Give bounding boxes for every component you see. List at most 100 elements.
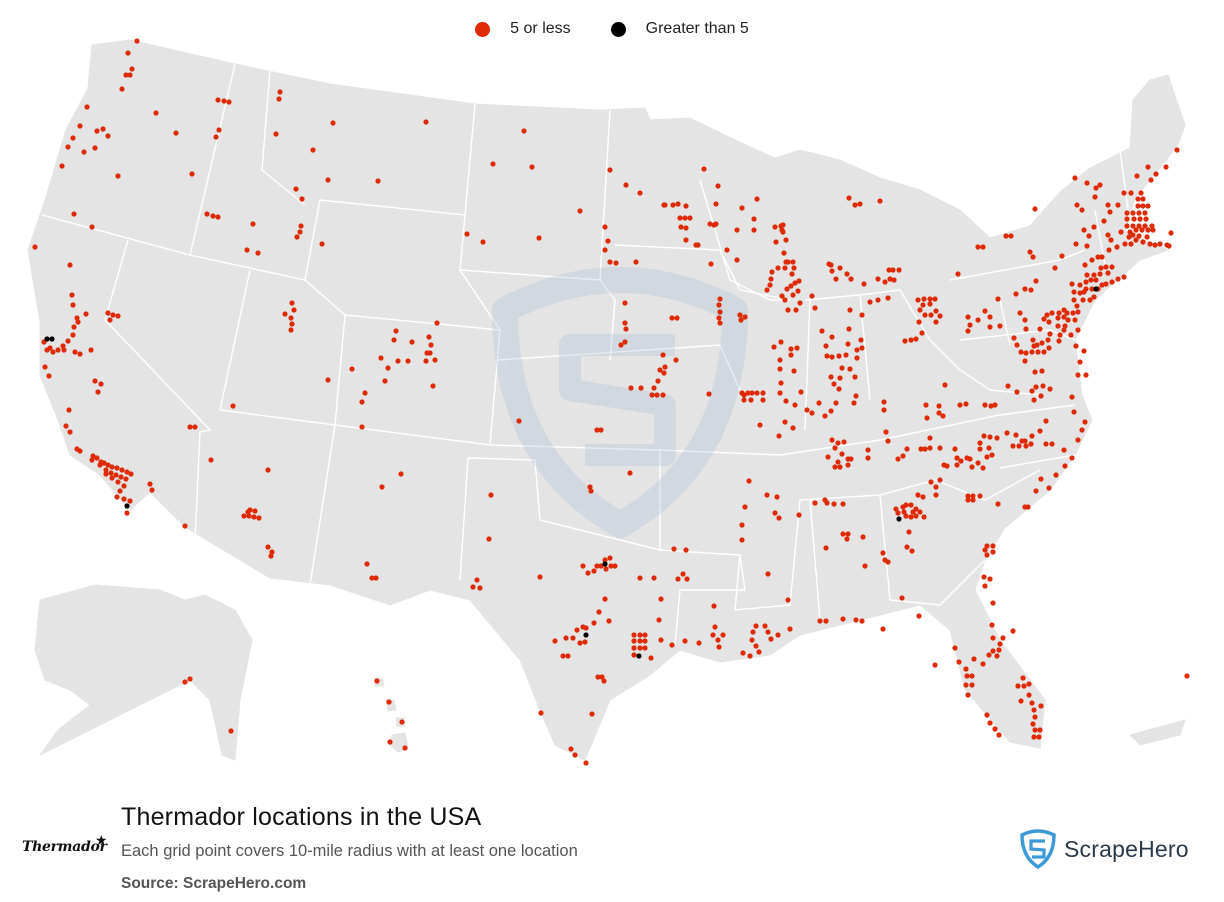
location-dot-small: [937, 477, 943, 483]
location-dot-small: [741, 397, 747, 403]
location-dot-small: [637, 645, 643, 651]
location-dot-small: [975, 460, 981, 466]
location-dot-small: [994, 435, 1000, 441]
location-dot-small: [828, 374, 834, 380]
location-dot-small: [77, 123, 83, 129]
location-dot-small: [696, 640, 702, 646]
location-dot-small: [1028, 441, 1034, 447]
location-dot-small: [182, 679, 188, 685]
location-dot-small: [933, 492, 939, 498]
location-dot-small: [831, 501, 837, 507]
location-dot-small: [958, 458, 964, 464]
location-dot-small: [423, 358, 429, 364]
location-dot-small: [739, 537, 745, 543]
location-dot-small: [965, 328, 971, 334]
location-dot-small: [250, 221, 256, 227]
location-dot-small: [1037, 428, 1043, 434]
location-dot-small: [1105, 232, 1111, 238]
location-dot-small: [933, 484, 939, 490]
location-dot-small: [464, 231, 470, 237]
location-dot-small: [847, 366, 853, 372]
location-dot-small: [777, 390, 783, 396]
location-dot-small: [825, 454, 831, 460]
location-dot-small: [751, 227, 757, 233]
location-dot-small: [823, 545, 829, 551]
location-dot-small: [1031, 707, 1037, 713]
location-dot-small: [1130, 210, 1136, 216]
location-dot-small: [713, 201, 719, 207]
location-dot-small: [1140, 196, 1146, 202]
location-dot-small: [885, 295, 891, 301]
location-dot-small: [1138, 190, 1144, 196]
location-dot-small: [77, 351, 83, 357]
location-dot-small: [841, 439, 847, 445]
location-dot-small: [895, 510, 901, 516]
location-dot-small: [298, 223, 304, 229]
location-dot-small: [822, 413, 828, 419]
location-dot-small: [883, 429, 889, 435]
location-dot-small: [268, 553, 274, 559]
location-dot-small: [1029, 388, 1035, 394]
location-dot-small: [605, 238, 611, 244]
location-dot-small: [745, 390, 751, 396]
location-dot-small: [839, 365, 845, 371]
location-dot-small: [488, 492, 494, 498]
location-dot-small: [474, 577, 480, 583]
location-dot-small: [829, 354, 835, 360]
location-dot-small: [833, 276, 839, 282]
location-dot-small: [965, 497, 971, 503]
location-dot-small: [975, 244, 981, 250]
location-dot-small: [862, 563, 868, 569]
location-dot-small: [70, 332, 76, 338]
location-dot-small: [395, 358, 401, 364]
location-dot-small: [994, 653, 1000, 659]
location-dot-small: [790, 425, 796, 431]
location-dot-small: [591, 568, 597, 574]
location-dot-small: [1069, 455, 1075, 461]
location-dot-small: [55, 347, 61, 353]
location-dot-small: [908, 514, 914, 520]
location-dot-small: [113, 472, 119, 478]
location-dot-small: [598, 427, 604, 433]
location-dot-small: [989, 622, 995, 628]
location-dot-small: [708, 261, 714, 267]
location-dot-small: [1124, 216, 1130, 222]
location-dot-small: [1059, 253, 1065, 259]
location-dot-small: [787, 626, 793, 632]
location-dot-small: [32, 244, 38, 250]
location-dot-small: [565, 653, 571, 659]
location-dot-small: [964, 673, 970, 679]
location-dot-small: [839, 451, 845, 457]
location-dot-small: [426, 334, 432, 340]
location-dot-small: [1022, 358, 1028, 364]
alaska-land: [34, 584, 253, 761]
location-dot-small: [1049, 441, 1055, 447]
location-dot-small: [623, 182, 629, 188]
location-dot-small: [1083, 372, 1089, 378]
location-dot-small: [123, 72, 129, 78]
location-dot-small: [299, 196, 305, 202]
location-dot-small: [969, 673, 975, 679]
location-dot-small: [1097, 182, 1103, 188]
location-dot-small: [103, 471, 109, 477]
location-dot-small: [831, 381, 837, 387]
location-dot-small: [70, 302, 76, 308]
location-dot-small: [776, 515, 782, 521]
location-dot-small: [591, 620, 597, 626]
location-dot-small: [977, 440, 983, 446]
location-dot-small: [965, 314, 971, 320]
location-dot-small: [71, 211, 77, 217]
location-dot-small: [1030, 254, 1036, 260]
location-dot-small: [674, 315, 680, 321]
location-dot-small: [282, 311, 288, 317]
location-dot-small: [990, 543, 996, 549]
location-dot-small: [768, 276, 774, 282]
location-dot-small: [633, 259, 639, 265]
location-dot-small: [1083, 279, 1089, 285]
location-dot-small: [1136, 223, 1142, 229]
location-dot-small: [937, 445, 943, 451]
location-dot-small: [785, 597, 791, 603]
location-dot-small: [325, 177, 331, 183]
scrapehero-logo: ScrapeHero: [1018, 828, 1189, 870]
location-dot-small: [809, 293, 815, 299]
